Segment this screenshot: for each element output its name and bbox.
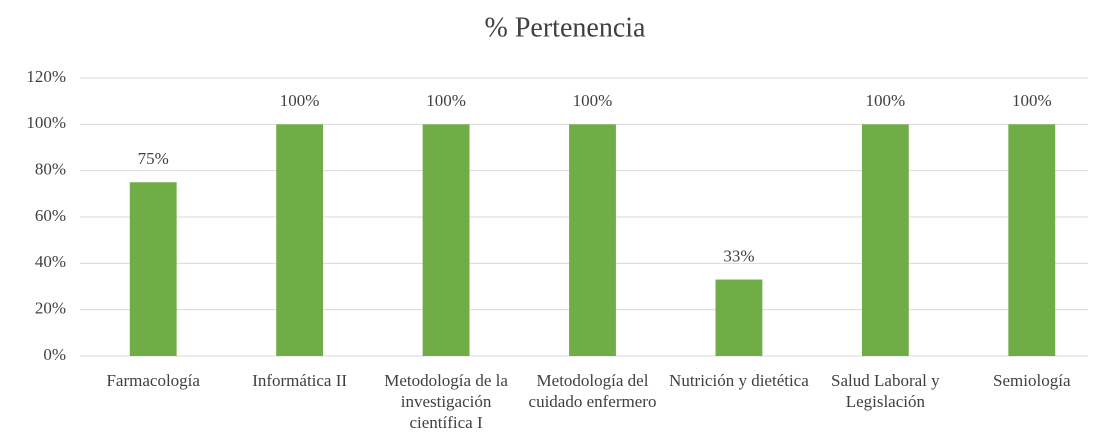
x-tick-label: Informática II xyxy=(252,371,348,390)
y-tick-label: 0% xyxy=(43,345,66,364)
y-tick-label: 60% xyxy=(35,206,66,225)
bar xyxy=(422,124,470,356)
data-label: 33% xyxy=(723,246,754,265)
bar xyxy=(129,182,177,356)
x-tick-label: Salud Laboral y Legislación xyxy=(831,371,940,411)
chart-title: % Pertenencia xyxy=(485,12,646,43)
bar xyxy=(861,124,909,356)
data-label: 75% xyxy=(138,149,169,168)
x-tick-label: Metodología de la investigación científi… xyxy=(384,371,508,432)
x-tick-label: Farmacología xyxy=(106,371,200,390)
y-tick-label: 40% xyxy=(35,252,66,271)
y-tick-label: 80% xyxy=(35,160,66,179)
x-tick-label: Semiología xyxy=(993,371,1071,390)
y-tick-label: 20% xyxy=(35,299,66,318)
data-label: 100% xyxy=(426,91,466,110)
data-label: 100% xyxy=(573,91,613,110)
y-tick-label: 120% xyxy=(26,67,66,86)
bar xyxy=(1008,124,1056,356)
bar xyxy=(569,124,616,356)
bar xyxy=(276,124,324,356)
y-tick-label: 100% xyxy=(26,113,66,132)
x-tick-label: Nutrición y dietética xyxy=(669,371,809,390)
data-label: 100% xyxy=(1012,91,1052,110)
data-label: 100% xyxy=(280,91,320,110)
x-tick-label: Metodología del cuidado enfermero xyxy=(528,371,657,411)
bar xyxy=(715,279,763,356)
data-label: 100% xyxy=(866,91,906,110)
